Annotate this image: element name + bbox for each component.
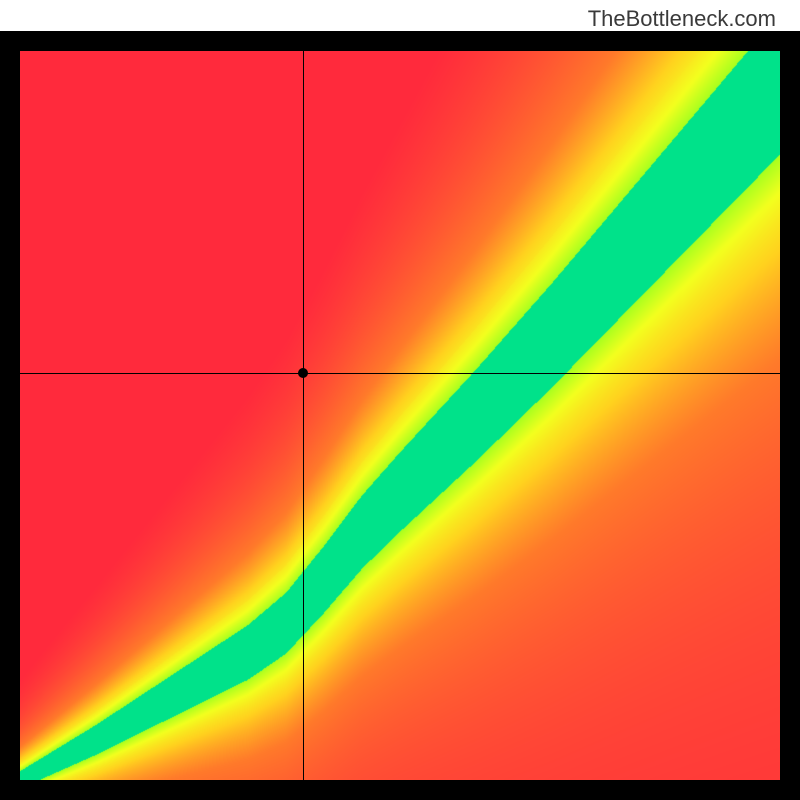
bottleneck-heatmap [20, 51, 780, 780]
crosshair-vertical [303, 51, 304, 780]
plot-area [20, 51, 780, 780]
watermark-text: TheBottleneck.com [588, 6, 776, 32]
chart-frame [0, 31, 800, 800]
crosshair-marker [298, 368, 308, 378]
crosshair-horizontal [20, 373, 780, 374]
